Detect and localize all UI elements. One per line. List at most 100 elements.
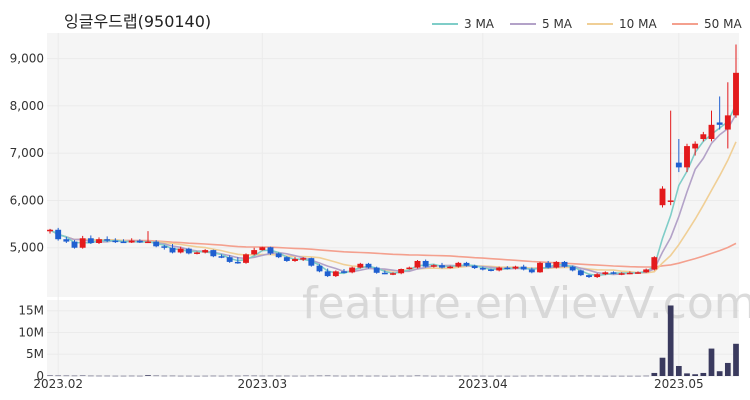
candle-body [504,267,511,270]
candle-body [234,261,241,264]
volume-bar [63,375,70,377]
candle-body [553,261,560,268]
legend-label: 50 MA [704,17,742,31]
candle-body [537,262,543,273]
legend-label: 10 MA [619,17,657,31]
volume-bar [577,375,584,377]
volume-tick-label: 0 [36,369,44,383]
price-tick-label: 6,000 [10,193,44,207]
volume-bar [594,375,601,377]
candle-body [243,254,249,263]
candle-body [635,272,641,274]
candle-body [373,267,380,273]
candle-body [71,241,78,248]
candle-body [357,263,364,268]
volume-bar [194,375,200,377]
volume-bar [700,372,707,376]
volume-bar [185,375,192,377]
volume-bar [586,375,592,377]
candle-body [153,241,160,247]
chart-title: 잉글우드랩(950140) [64,12,211,31]
candle-body [96,239,102,243]
volume-bar [692,374,699,376]
volume-bar [87,375,94,377]
candle-body [610,272,617,274]
candle-body [210,250,217,257]
volume-bar [716,371,723,376]
volume-bar [651,372,658,376]
candlesticks [47,44,739,278]
candle-body [561,261,568,267]
candle-body [275,253,282,258]
candle-body [128,240,135,243]
ma-line-50 [49,229,737,268]
volume-bar [626,375,633,377]
candle-body [430,265,437,267]
volume-bar [283,375,290,377]
volume-bar [292,375,298,377]
volume-bar [267,375,274,377]
volume-bar [553,375,560,377]
volume-bar [496,375,503,377]
candle-body [528,269,535,273]
volume-bar [724,362,731,376]
legend: 3 MA 5 MA 10 MA 50 MA [432,17,742,31]
candle-body [602,272,609,275]
volume-bar [136,375,143,377]
candle-body [218,256,225,258]
candle-body [251,250,258,255]
candle-body [708,124,715,139]
candle-body [308,258,315,266]
candle-body [104,239,111,241]
volume-bar [602,375,609,377]
volume-bar [332,375,339,377]
volume-bar [112,375,119,377]
candle-body [169,247,176,253]
volume-bar [145,375,151,376]
volume-bar [708,348,715,376]
volume-bar [104,375,111,377]
candle-body [577,270,584,276]
volume-bar [202,375,209,377]
volume-bar [79,375,86,377]
candle-body [692,143,699,149]
candle-body [733,72,739,116]
volume-bar [259,375,266,377]
candle-body [594,274,601,278]
volume-bar [618,375,625,377]
candle-body [55,229,62,240]
candle-body [724,115,731,130]
volume-bar [471,375,478,377]
candle-body [47,229,53,232]
candle-body [145,241,151,244]
candle-body [488,269,494,271]
candle-body [79,238,86,248]
volume-bar [439,375,445,377]
volume-bar [504,375,511,377]
volume-bar [210,375,217,377]
volume-bar [365,375,372,377]
candle-body [283,257,290,261]
volume-bar [349,375,356,377]
candle-body [406,267,413,270]
volume-bar [169,375,176,377]
price-tick-label: 7,000 [10,146,44,160]
volume-bar [234,375,241,377]
volume-bar [324,375,331,377]
candle-body [324,271,331,277]
price-axis-ticks: 5,000 6,000 7,000 8,000 9,000 [10,52,44,255]
candle-body [120,241,127,244]
legend-label: 5 MA [542,17,573,31]
volume-bar [381,375,388,377]
candle-body [414,260,421,268]
volume-bar [71,375,78,377]
candle-body [512,266,519,269]
candle-body [569,266,576,271]
candle-body [684,146,690,168]
candle-body [292,259,298,261]
candle-body [716,122,723,125]
volume-bar [430,375,437,377]
candle-body [398,269,405,274]
volume-bar [243,375,249,377]
price-tick-label: 9,000 [10,52,44,66]
